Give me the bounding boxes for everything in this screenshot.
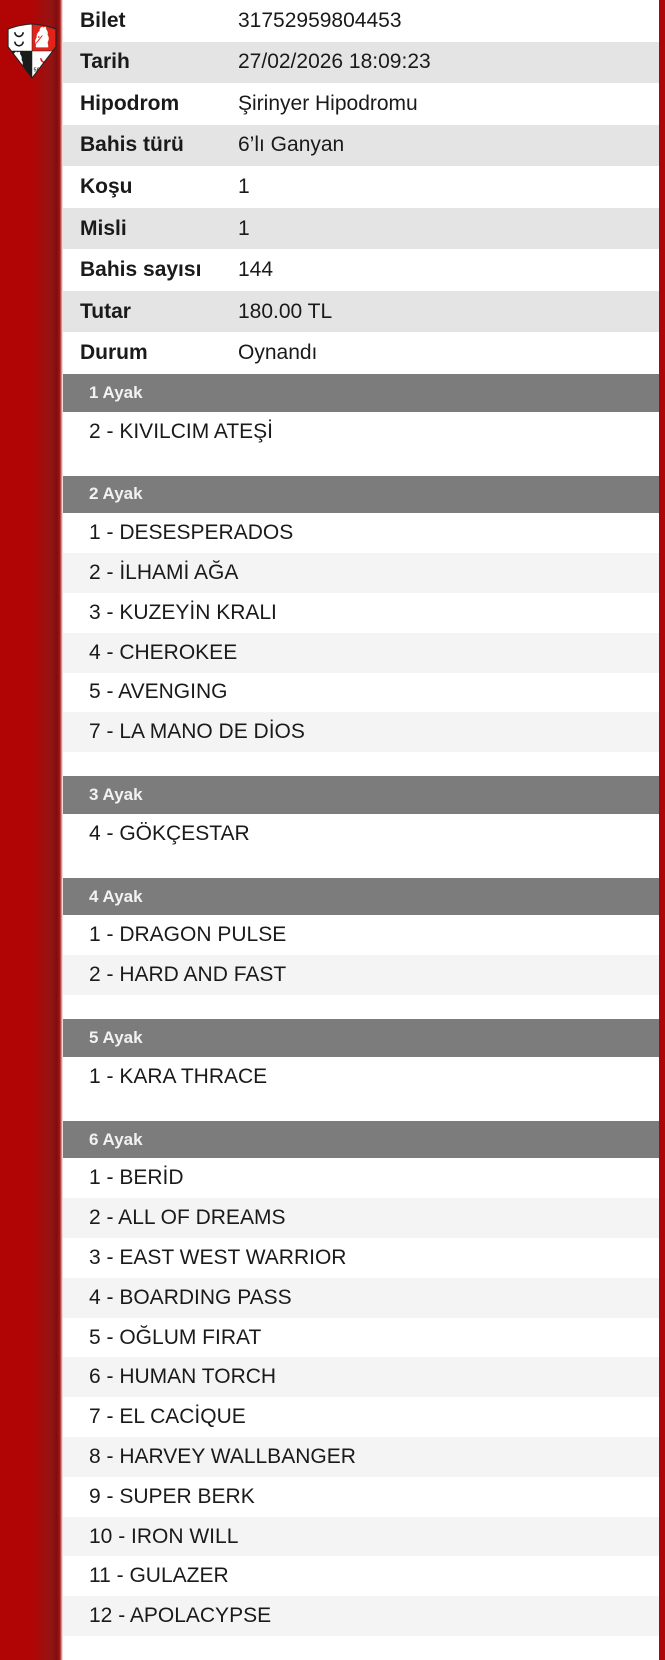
svg-text:19: 19 — [17, 67, 23, 73]
